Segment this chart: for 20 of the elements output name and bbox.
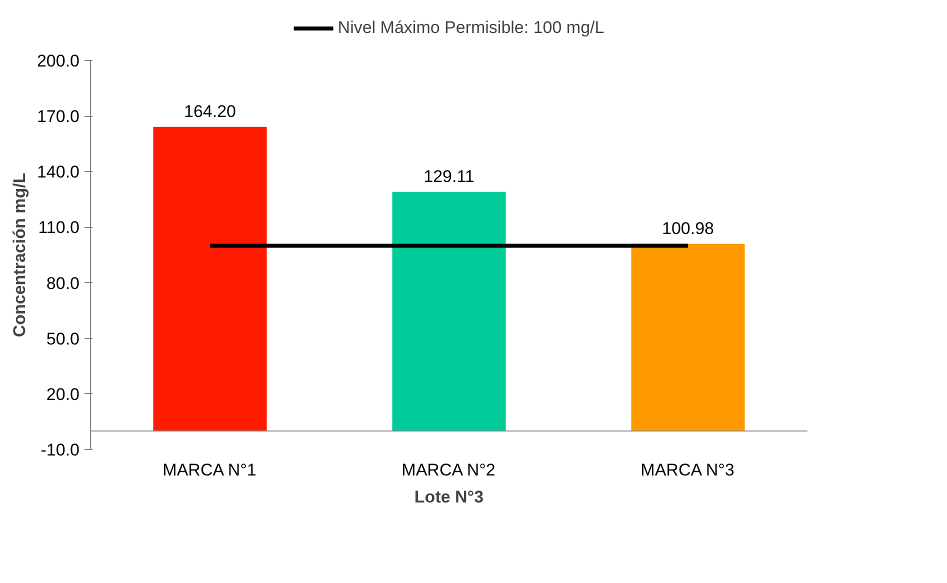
x-tick-label: MARCA N°2 (402, 460, 496, 480)
y-tick-label: 200.0 (36, 52, 80, 70)
y-axis-title: Concentración mg/L (10, 172, 29, 338)
y-tick-label: 80.0 (46, 274, 80, 293)
bar (631, 244, 745, 431)
y-tick-label: 110.0 (38, 218, 80, 238)
data-label: 164.20 (184, 102, 236, 121)
x-tick-label: MARCA N°3 (640, 460, 734, 480)
y-tick-label: 20.0 (46, 384, 80, 404)
x-axis-title: Lote N°3 (414, 488, 484, 506)
legend-label: Nivel Máximo Permisible: 100 mg/L (338, 18, 604, 38)
y-tick-label: 140.0 (36, 162, 80, 182)
y-tick-label: -10.0 (40, 440, 80, 460)
y-tick-label: 170.0 (36, 107, 80, 126)
data-label: 129.11 (424, 166, 474, 186)
x-tick-label: MARCA N°1 (162, 460, 256, 480)
data-label: 100.98 (662, 218, 714, 238)
y-tick-label: 50.0 (46, 329, 80, 348)
bar (392, 192, 506, 431)
bar (153, 126, 267, 431)
